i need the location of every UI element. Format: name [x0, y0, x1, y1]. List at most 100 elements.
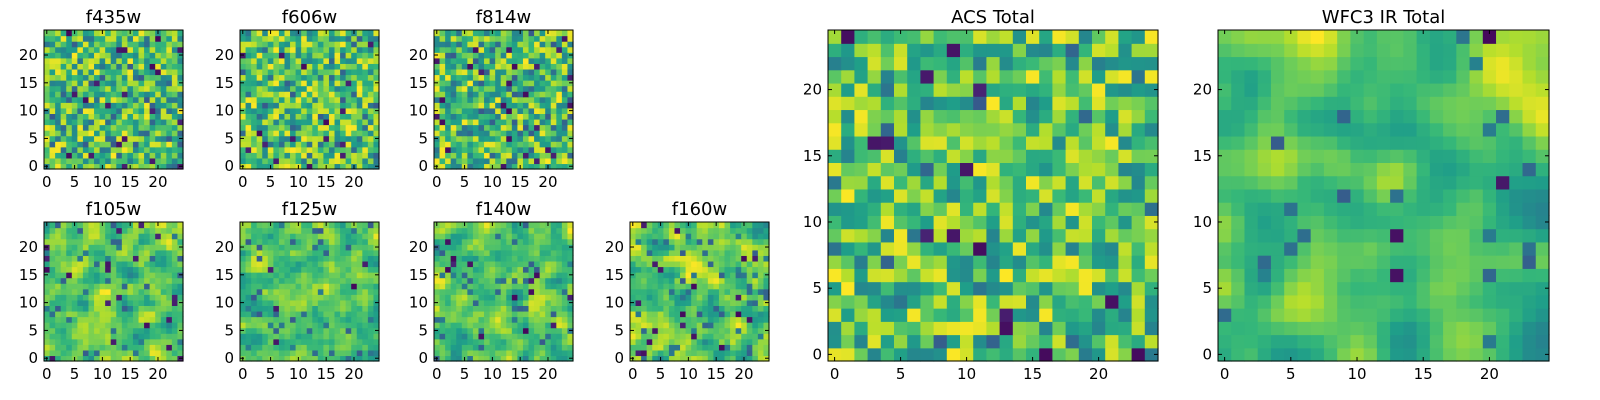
- heatmap-cell: [511, 310, 518, 318]
- heatmap-cell: [467, 338, 474, 345]
- heatmap-cell: [127, 41, 134, 48]
- heatmap-cell: [841, 308, 855, 322]
- heatmap-cell: [240, 152, 247, 159]
- heatmap-cell: [240, 96, 247, 103]
- heatmap-cell: [746, 227, 753, 234]
- heatmap-cell: [278, 260, 286, 268]
- heatmap-cell: [472, 244, 480, 251]
- heatmap-cell: [295, 118, 302, 126]
- heatmap-cell: [933, 149, 948, 163]
- heatmap-cell: [155, 102, 162, 109]
- heatmap-cell: [556, 283, 563, 290]
- heatmap-cell: [500, 41, 507, 48]
- heatmap-cell: [652, 299, 659, 306]
- heatmap-cell: [262, 118, 269, 126]
- heatmap-cell: [550, 355, 557, 362]
- heatmap-cell: [345, 272, 352, 279]
- heatmap-cell: [284, 141, 291, 148]
- heatmap-cell: [295, 130, 302, 137]
- heatmap-cell: [907, 215, 921, 230]
- heatmap-cell: [828, 215, 842, 230]
- heatmap-cell: [545, 135, 552, 142]
- heatmap-cell: [301, 316, 308, 323]
- heatmap-cell: [105, 113, 112, 120]
- heatmap-cell: [116, 152, 123, 159]
- heatmap-cell: [973, 162, 987, 177]
- heatmap-cell: [1026, 215, 1040, 230]
- heatmap-cell: [77, 283, 84, 290]
- heatmap-cell: [267, 338, 274, 345]
- heatmap-cell: [439, 349, 446, 357]
- heatmap-cell: [251, 135, 258, 142]
- heatmap-cell: [177, 85, 184, 92]
- heatmap-cell: [66, 113, 73, 120]
- heatmap-cell: [362, 310, 369, 318]
- heatmap-cell: [160, 130, 167, 137]
- heatmap-cell: [735, 260, 742, 268]
- heatmap-cell: [500, 157, 507, 165]
- heatmap-cell: [674, 288, 681, 295]
- heatmap-cell: [534, 338, 541, 345]
- heatmap-cell: [439, 41, 446, 48]
- heatmap-cell: [735, 272, 742, 279]
- heatmap-cell: [718, 299, 726, 306]
- heatmap-cell: [478, 57, 485, 64]
- heatmap-cell: [489, 238, 496, 245]
- heatmap-cell: [718, 294, 726, 301]
- heatmap-cell: [273, 310, 280, 318]
- heatmap-cell: [44, 260, 51, 268]
- heatmap-cells: [434, 30, 574, 170]
- heatmap-cell: [278, 152, 286, 159]
- heatmap-cell: [450, 249, 457, 256]
- heatmap-cell: [166, 46, 173, 53]
- heatmap-cell: [160, 272, 167, 279]
- heatmap-cell: [301, 52, 308, 59]
- heatmap-cell: [301, 283, 308, 290]
- heatmap-cell: [273, 322, 280, 329]
- heatmap-cell: [1144, 202, 1159, 216]
- heatmap-cell: [495, 260, 502, 268]
- heatmap-cell: [696, 260, 703, 268]
- heatmap-cell: [171, 333, 179, 340]
- heatmap-cell: [110, 344, 117, 351]
- heatmap-cell: [652, 266, 659, 273]
- heatmap-cell: [345, 141, 352, 148]
- heatmap-cell: [328, 35, 336, 42]
- heatmap-cell: [177, 124, 184, 131]
- heatmap-cell: [262, 277, 269, 284]
- heatmap-cell: [301, 141, 308, 148]
- heatmap-cell: [82, 141, 90, 148]
- heatmap-cell: [323, 96, 330, 103]
- heatmap-cell: [49, 96, 56, 103]
- heatmap-cell: [121, 130, 128, 137]
- heatmap-cell: [312, 227, 319, 234]
- heatmap-cell: [306, 146, 313, 153]
- heatmap-cell: [240, 310, 247, 318]
- heatmap-cell: [696, 238, 703, 245]
- heatmap-cell: [511, 244, 518, 251]
- heatmap-cell: [66, 96, 73, 103]
- heatmap-cell: [284, 157, 291, 165]
- heatmap-cell: [110, 63, 117, 70]
- heatmap-cell: [489, 46, 496, 53]
- heatmap-cell: [635, 338, 642, 345]
- heatmap-cell: [356, 113, 363, 120]
- heatmap-cell: [351, 283, 358, 290]
- heatmap-cell: [323, 152, 330, 159]
- heatmap-cell: [456, 349, 463, 357]
- heatmap-cell: [312, 135, 319, 142]
- heatmap-cell: [696, 294, 703, 301]
- heatmap-cell: [132, 288, 140, 295]
- heatmap-cell: [345, 349, 352, 357]
- heatmap-cell: [635, 316, 642, 323]
- heatmap-cell: [105, 349, 112, 357]
- heatmap-cell: [495, 30, 502, 37]
- heatmap-cell: [707, 299, 714, 306]
- heatmap-cell: [60, 305, 67, 312]
- heatmap-cell: [127, 322, 134, 329]
- heatmap-cell: [450, 85, 457, 92]
- heatmap-cell: [484, 102, 491, 109]
- heatmap-cell: [933, 162, 948, 177]
- heatmap-cell: [867, 347, 882, 362]
